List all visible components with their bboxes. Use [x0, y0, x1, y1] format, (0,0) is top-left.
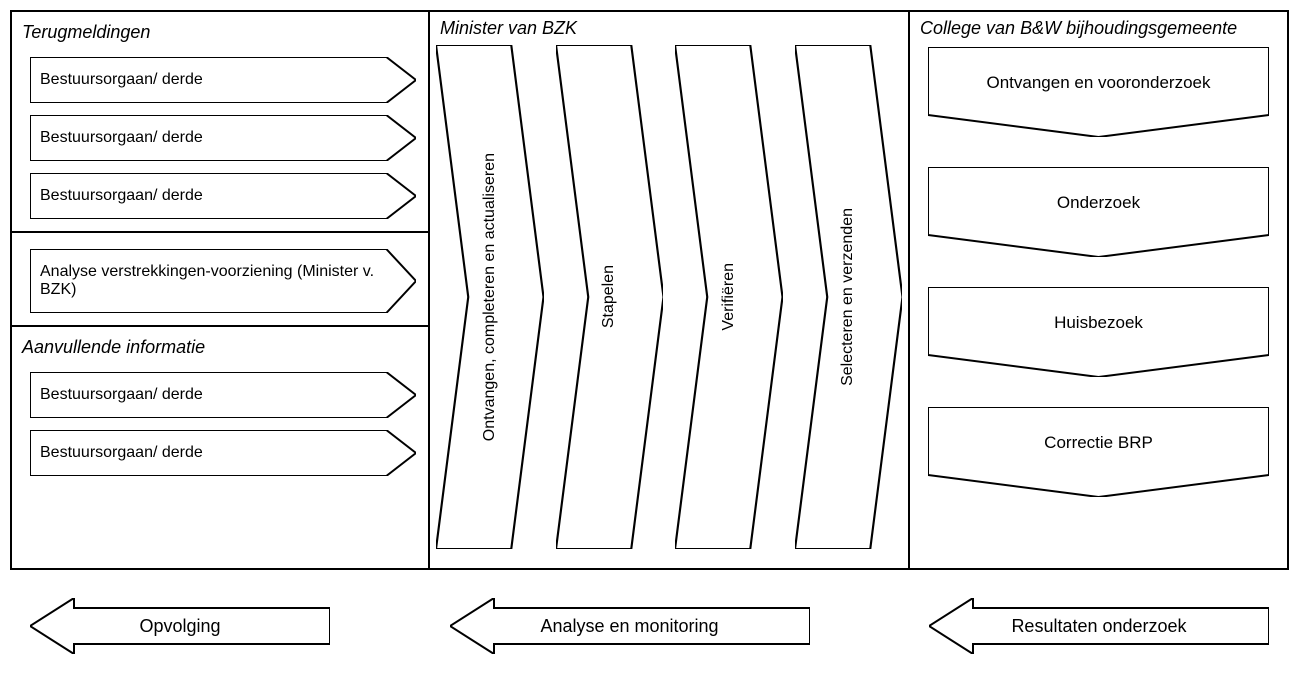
step-chevron: Stapelen: [556, 45, 664, 549]
input-arrow: Analyse verstrekkingen-voorziening (Mini…: [30, 249, 416, 313]
step-chevron: Ontvangen, completeren en actualiseren: [436, 45, 544, 549]
step-label: Verifiëren: [720, 263, 738, 331]
feedback-label: Analyse en monitoring: [540, 616, 718, 637]
panel-minister: Minister van BZK Ontvangen, completeren …: [430, 10, 910, 570]
minister-steps: Ontvangen, completeren en actualiseren S…: [430, 41, 908, 557]
step-chevron: Verifiëren: [675, 45, 783, 549]
input-arrow: Bestuursorgaan/ derde: [30, 173, 416, 219]
step-label: Stapelen: [600, 265, 618, 328]
process-diagram: Terugmeldingen Bestuursorgaan/ derde Bes…: [10, 10, 1289, 683]
step-label: Ontvangen, completeren en actualiseren: [481, 153, 499, 441]
down-step: Huisbezoek: [928, 287, 1269, 377]
input-label: Bestuursorgaan/ derde: [40, 386, 203, 404]
feedback-arrow: Resultaten onderzoek: [929, 598, 1269, 654]
input-arrow: Bestuursorgaan/ derde: [30, 57, 416, 103]
panel-inputs: Terugmeldingen Bestuursorgaan/ derde Bes…: [10, 10, 430, 570]
down-step: Correctie BRP: [928, 407, 1269, 497]
down-step: Ontvangen en vooronderzoek: [928, 47, 1269, 137]
input-arrow: Bestuursorgaan/ derde: [30, 115, 416, 161]
input-arrow: Bestuursorgaan/ derde: [30, 430, 416, 476]
feedback-label: Resultaten onderzoek: [1011, 616, 1186, 637]
step-label: Selecteren en verzenden: [839, 208, 857, 386]
input-arrow: Bestuursorgaan/ derde: [30, 372, 416, 418]
section-terugmeldingen: Terugmeldingen Bestuursorgaan/ derde Bes…: [12, 12, 428, 219]
input-label: Bestuursorgaan/ derde: [40, 187, 203, 205]
down-step-label: Ontvangen en vooronderzoek: [987, 73, 1211, 93]
step-chevron: Selecteren en verzenden: [795, 45, 903, 549]
feedback-row: Opvolging Analyse en monitoring Resultat…: [10, 598, 1289, 654]
input-label: Bestuursorgaan/ derde: [40, 71, 203, 89]
feedback-arrow: Analyse en monitoring: [450, 598, 810, 654]
college-steps: Ontvangen en vooronderzoek Onderzoek Hui…: [910, 41, 1287, 507]
feedback-arrow: Opvolging: [30, 598, 330, 654]
section-title: College van B&W bijhoudingsgemeente: [910, 12, 1287, 41]
section-title: Minister van BZK: [430, 12, 908, 41]
down-step-label: Onderzoek: [1057, 193, 1140, 213]
section-title: Aanvullende informatie: [12, 331, 428, 360]
top-row: Terugmeldingen Bestuursorgaan/ derde Bes…: [10, 10, 1289, 570]
feedback-label: Opvolging: [139, 616, 220, 637]
section-aanvullende: Aanvullende informatie Bestuursorgaan/ d…: [12, 325, 428, 476]
section-analyse: Analyse verstrekkingen-voorziening (Mini…: [12, 231, 428, 313]
input-label: Bestuursorgaan/ derde: [40, 444, 203, 462]
down-step-label: Huisbezoek: [1054, 313, 1143, 333]
input-label: Analyse verstrekkingen-voorziening (Mini…: [40, 263, 382, 299]
section-title: Terugmeldingen: [12, 16, 428, 45]
down-step-label: Correctie BRP: [1044, 433, 1153, 453]
panel-college: College van B&W bijhoudingsgemeente Ontv…: [910, 10, 1289, 570]
input-label: Bestuursorgaan/ derde: [40, 129, 203, 147]
down-step: Onderzoek: [928, 167, 1269, 257]
